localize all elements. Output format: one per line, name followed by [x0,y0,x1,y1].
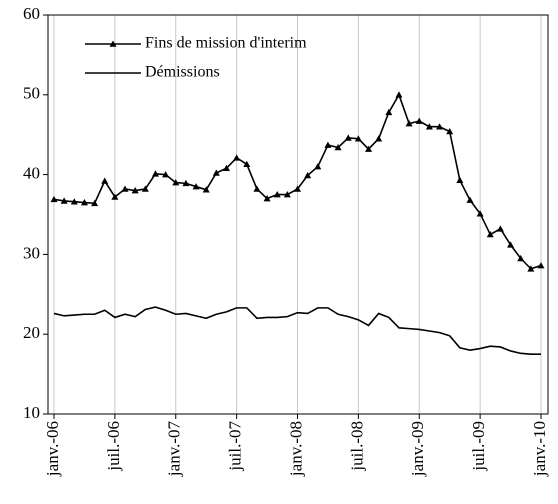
data-point [263,195,271,202]
data-point [344,134,352,141]
data-point [405,120,413,127]
data-point [446,128,454,135]
x-tick-label: janv.-10 [530,421,549,477]
y-tick-label: 40 [23,164,40,183]
data-point [294,185,301,192]
data-point [365,145,373,152]
plot-area [47,14,549,415]
data-point [395,91,403,98]
data-point [212,169,220,176]
data-point [253,185,261,192]
data-point [162,171,170,178]
data-point [50,195,58,203]
data-point [385,108,393,116]
series-line [53,306,541,355]
data-point [375,135,383,142]
data-point [222,164,230,172]
data-point [91,199,99,207]
data-point [425,123,433,130]
x-tick-label: juil.-06 [104,421,123,472]
data-point [243,160,251,168]
data-point [192,183,200,190]
x-tick-label: janv.-09 [408,421,427,477]
data-point [111,193,119,200]
x-tick-label: juil.-09 [469,421,488,472]
data-point [486,230,494,238]
data-point [233,154,241,161]
data-point [517,254,525,262]
data-point [202,186,210,193]
y-tick-label: 50 [23,84,40,103]
y-tick-label: 60 [23,4,40,23]
data-point [415,117,423,124]
data-point [527,265,535,272]
data-point [131,187,139,194]
x-tick-label: janv.-06 [43,421,62,477]
y-tick-label: 30 [23,243,40,262]
y-tick-label: 10 [23,403,40,422]
data-point [496,225,504,232]
x-tick-label: juil.-08 [347,421,366,472]
legend-marker [109,40,117,47]
data-point [60,197,68,204]
data-point [70,198,78,205]
data-point [537,262,545,269]
data-point [466,196,474,203]
data-point [141,185,149,192]
legend: Fins de mission d'interim Démissions [85,35,307,81]
data-point [507,241,515,248]
data-point [354,135,362,142]
data-point [324,141,332,148]
data-point [172,179,180,186]
data-point [80,199,88,206]
data-point [314,163,322,170]
data-point [182,179,190,187]
x-tick-label: janv.-07 [165,421,184,478]
data-point [273,191,281,198]
data-point [121,185,129,192]
y-tick-label: 20 [23,323,40,342]
data-point [304,171,312,179]
data-point [283,191,291,198]
legend-label: Démissions [145,64,220,81]
data-point [334,143,342,151]
data-point [456,176,464,183]
data-point [101,177,109,184]
x-tick-label: janv.-08 [286,421,305,477]
data-point [476,210,484,217]
data-point [151,170,159,177]
x-tick-label: juil.-07 [226,421,245,472]
data-point [436,123,444,130]
legend-label: Fins de mission d'interim [145,35,307,52]
